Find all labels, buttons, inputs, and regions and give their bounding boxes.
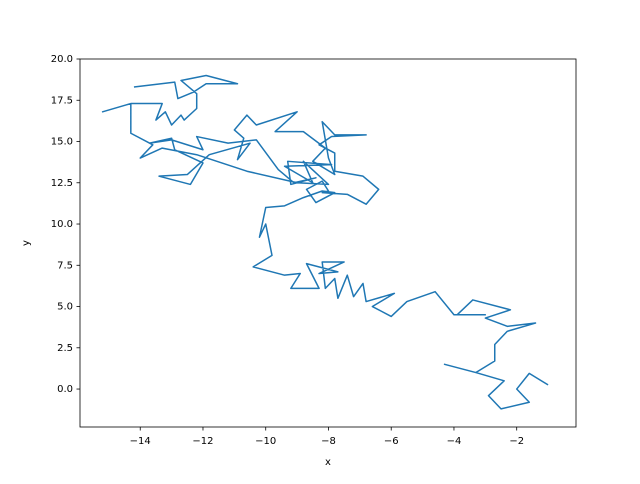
y-tick-label: 0.0 xyxy=(57,384,73,395)
y-tick-label: 7.5 xyxy=(57,260,73,271)
x-tick-label: −8 xyxy=(321,436,336,447)
y-tick-label: 15.0 xyxy=(51,137,73,148)
y-tick-label: 20.0 xyxy=(51,54,73,65)
x-tick-label: −12 xyxy=(192,436,213,447)
x-tick-label: −10 xyxy=(255,436,276,447)
y-tick-label: 5.0 xyxy=(57,302,73,313)
x-tick-label: −6 xyxy=(384,436,399,447)
y-tick-label: 10.0 xyxy=(51,219,73,230)
line-series xyxy=(101,74,549,410)
x-tick-label: −4 xyxy=(447,436,462,447)
x-axis-label: x xyxy=(325,457,331,468)
x-tick-label: −14 xyxy=(130,436,151,447)
y-tick-label: 12.5 xyxy=(51,178,73,189)
y-tick-label: 2.5 xyxy=(57,343,73,354)
x-tick-label: −2 xyxy=(509,436,524,447)
y-axis-label: y xyxy=(21,240,32,246)
y-tick-label: 17.5 xyxy=(51,95,73,106)
plot-frame xyxy=(79,58,577,428)
